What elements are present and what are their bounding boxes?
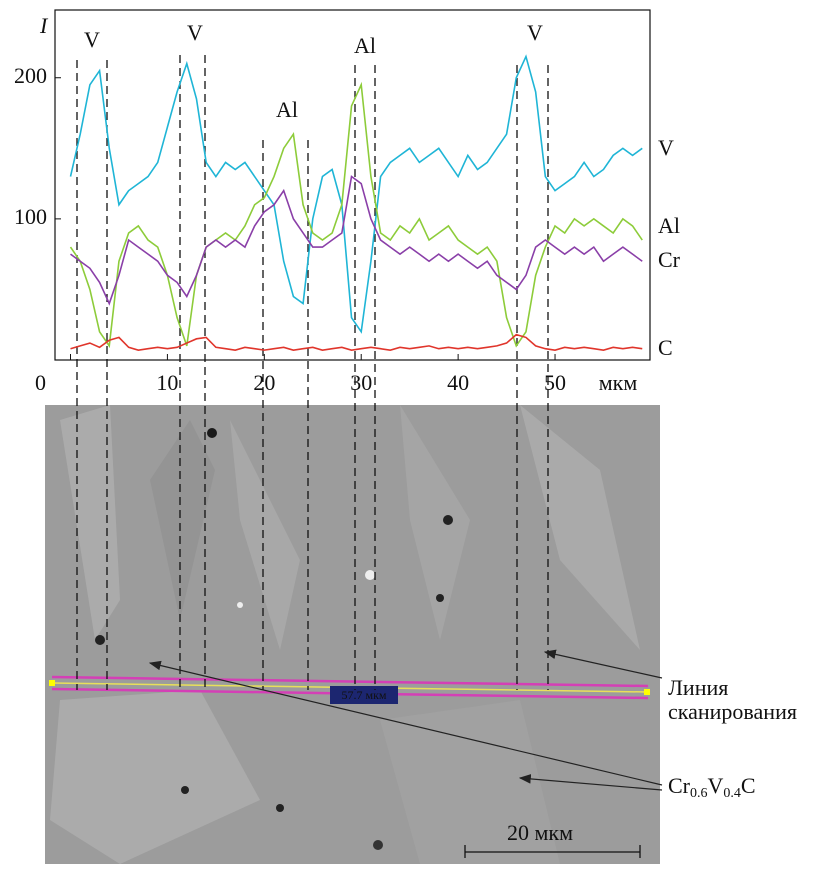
x-unit: мкм xyxy=(599,370,638,395)
legend-label: V xyxy=(658,135,674,160)
x-tick-label: 0 xyxy=(35,370,46,395)
x-tick-label: 40 xyxy=(447,370,469,395)
series-line xyxy=(71,335,643,351)
peak-label: Al xyxy=(354,33,376,58)
scan-line-label: сканирования xyxy=(668,699,797,724)
scan-line-label: Линия xyxy=(668,675,728,700)
legend-label: Cr xyxy=(658,247,681,272)
legend-label: C xyxy=(658,335,673,360)
x-tick-label: 10 xyxy=(156,370,178,395)
y-tick-label: 200 xyxy=(14,63,47,88)
peak-label: V xyxy=(527,20,543,45)
legend-label: Al xyxy=(658,213,680,238)
sem-image xyxy=(45,405,660,864)
peak-label: Al xyxy=(276,97,298,122)
x-tick-label: 30 xyxy=(350,370,372,395)
series-line xyxy=(71,177,643,304)
plot-frame xyxy=(55,10,650,360)
phase-label: Cr0.6V0.4C xyxy=(668,773,756,801)
scale-bar-label: 20 мкм xyxy=(507,820,573,845)
series-line xyxy=(71,57,643,332)
x-tick-label: 20 xyxy=(253,370,275,395)
y-axis-label: I xyxy=(39,13,49,38)
y-tick-label: 100 xyxy=(14,204,47,229)
scan-length-label: 57.7 мкм xyxy=(341,688,386,702)
series-line xyxy=(71,85,643,346)
peak-label: V xyxy=(187,20,203,45)
peak-label: V xyxy=(84,27,100,52)
x-tick-label: 50 xyxy=(544,370,566,395)
figure: I мкм 57.7 мкм xyxy=(0,0,837,864)
